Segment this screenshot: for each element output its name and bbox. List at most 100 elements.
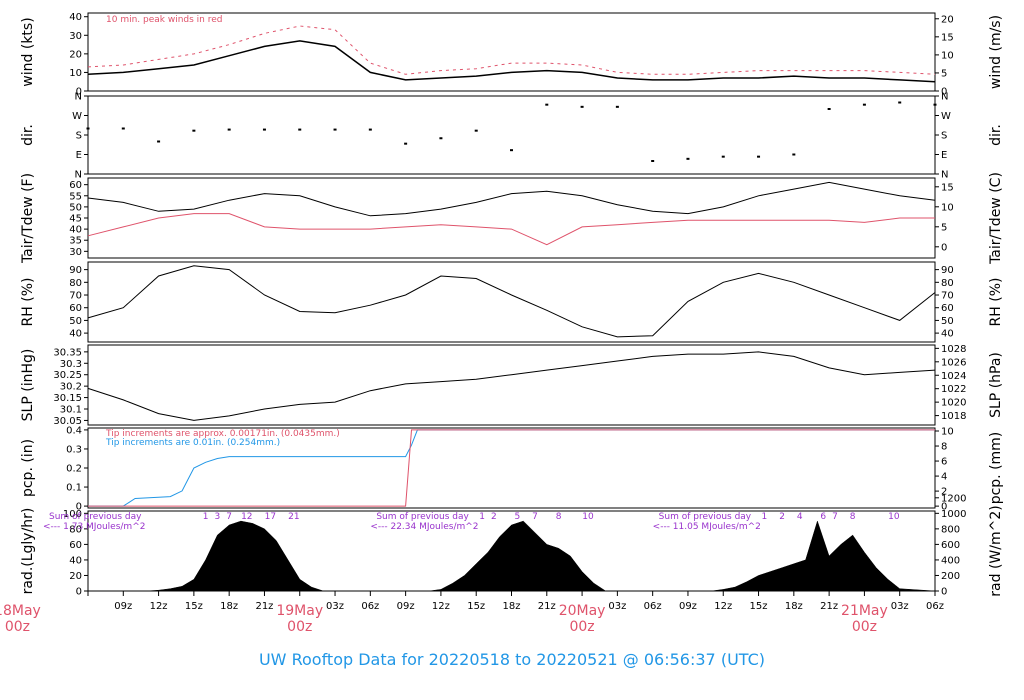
wind-left-tick: 0 (76, 87, 82, 98)
slp-ylabel-right: SLP (hPa) (988, 352, 1004, 418)
rh-left-tick: 80 (69, 278, 82, 289)
pcp-right-tick: 0 (941, 502, 947, 513)
pcp-right-tick: 2 (941, 487, 947, 498)
x-hour-tick: 09z (114, 601, 132, 612)
x-hour-tick: 21z (538, 601, 556, 612)
x-hour-tick: 15z (467, 601, 485, 612)
wind-frame (87, 12, 936, 92)
dir-point (439, 137, 443, 140)
x-day-label: 21May (841, 603, 888, 619)
temp-series-1 (87, 213, 935, 246)
rad-hour-mark: 7 (226, 512, 232, 522)
dir-left-tick: W (72, 111, 82, 122)
slp-left-tick: 30.25 (53, 370, 82, 381)
rad-annotation-line1: Sum of previous day (49, 512, 142, 522)
slp-right-tick: 1018 (941, 411, 966, 422)
rh-left-tick: 50 (69, 316, 82, 327)
rad-annotation-line1: Sum of previous day (376, 512, 469, 522)
wind-left-tick: 30 (69, 31, 82, 42)
rad-left-tick: 0 (76, 587, 82, 598)
dir-point (792, 153, 796, 156)
x-hour-tick: 18z (785, 601, 803, 612)
x-hour-tick: 03z (608, 601, 626, 612)
x-day-label-time: 00z (852, 619, 877, 635)
dir-right-tick: E (941, 150, 947, 161)
x-hour-tick: 09z (397, 601, 415, 612)
rad-hour-mark: 2 (779, 512, 785, 522)
dir-point (862, 103, 866, 106)
temp-left-tick: 40 (69, 225, 82, 236)
pcp-right-tick: 6 (941, 457, 947, 468)
dir-point (262, 128, 266, 131)
panel-pcp: 0 0.1 0.2 0.3 0.4 0 2 4 6 8 10 pcp. (in) pcp. (mm) Ti… (20, 425, 1004, 512)
x-day-label-time: 00z (287, 619, 312, 635)
x-hour-tick: 06z (926, 601, 944, 612)
rh-right-tick: 70 (941, 291, 954, 302)
x-hour-tick: 18z (503, 601, 521, 612)
time-axis: 09z 12z 15z 18z 21z 03z 06z 09z 12z 15z 18z 21z 03z 0… (0, 591, 944, 635)
rad-hour-mark: 17 (265, 512, 276, 522)
rh-right-tick: 50 (941, 316, 954, 327)
dir-left-tick: N (75, 92, 82, 103)
pcp-left-tick: 0.1 (66, 483, 82, 494)
rh-right-tick: 40 (941, 329, 954, 340)
wind-right-tick: 10 (941, 50, 954, 61)
rad-hour-mark: 12 (241, 512, 252, 522)
x-day-label-time: 00z (5, 619, 30, 635)
rad-right-tick: 200 (941, 571, 960, 582)
pcp-right-tick: 4 (941, 472, 947, 483)
x-hour-tick: 15z (750, 601, 768, 612)
dir-point (298, 128, 302, 131)
pcp-annotation-1: Tip increments are approx. 0.00171in. (0… (105, 429, 340, 439)
slp-left-tick: 30.1 (60, 405, 82, 416)
rad-ylabel-left: rad.(Lgly/hr) (20, 508, 36, 595)
rad-annotation-line1: Sum of previous day (659, 512, 752, 522)
panel-wind: 0 10 20 30 40 0 5 10 15 20 wind (kts) wind (m/s) 10 … (20, 12, 1004, 97)
x-hour-tick: 03z (326, 601, 344, 612)
temp-right-tick: 0 (941, 242, 947, 253)
dir-point (686, 157, 690, 160)
slp-left-tick: 30.05 (53, 416, 82, 427)
rad-left-tick: 40 (69, 555, 82, 566)
x-day-label: 20May (559, 603, 606, 619)
dir-right-tick: N (941, 92, 948, 103)
pcp-right-tick: 10 (941, 427, 954, 438)
x-hour-tick: 18z (220, 601, 238, 612)
dir-point (227, 128, 231, 131)
temp-right-tick: 10 (941, 202, 954, 213)
dir-point (651, 160, 655, 162)
rad-right-tick: 600 (941, 540, 960, 551)
dir-frame (87, 95, 936, 175)
x-hour-tick: 21z (820, 601, 838, 612)
pcp-annotation-2: Tip increments are 0.01in. (0.254mm.) (105, 438, 280, 448)
wind-right-tick: 5 (941, 68, 947, 79)
rad-hour-mark: 7 (832, 512, 838, 522)
dir-left-tick: N (75, 170, 82, 181)
dir-point (827, 108, 831, 110)
rad-hour-mark: 4 (797, 512, 803, 522)
rad-hour-mark: 1 (762, 512, 768, 522)
wind-right-tick: 0 (941, 87, 947, 98)
rad-right-tick: 400 (941, 555, 960, 566)
slp-right-tick: 1026 (941, 357, 966, 368)
x-day-label-time: 00z (569, 619, 594, 635)
rad-hour-mark: 7 (532, 512, 538, 522)
x-hour-tick: 06z (644, 601, 662, 612)
x-hour-tick: 06z (361, 601, 379, 612)
wind-series-0 (87, 40, 936, 83)
slp-frame (87, 344, 936, 426)
rad-annotation-line2: <--- 11.05 MJoules/m^2 (653, 522, 761, 532)
wind-right-tick: 20 (941, 14, 954, 25)
dir-point (192, 129, 196, 132)
rh-frame (87, 261, 936, 343)
dir-point (757, 155, 761, 158)
temp-ylabel-right: Tair/Tdew (C) (988, 172, 1004, 265)
rh-left-tick: 40 (69, 329, 82, 340)
pcp-left-tick: 0.2 (66, 464, 82, 475)
dir-point (580, 105, 584, 108)
dir-point (368, 128, 372, 131)
